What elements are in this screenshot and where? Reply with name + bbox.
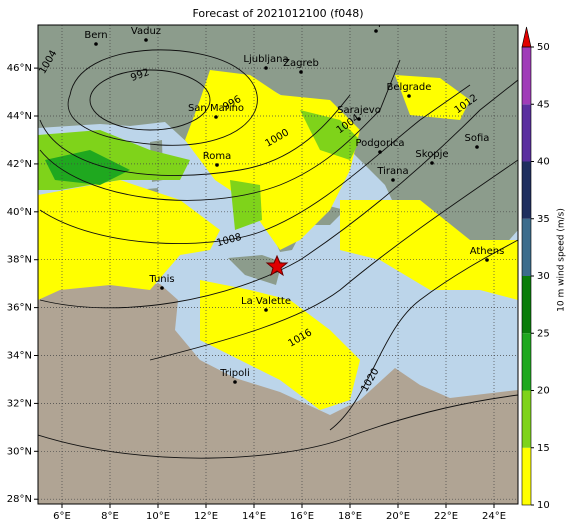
city-label: La Valette xyxy=(241,296,291,307)
grid xyxy=(38,25,518,504)
colorbar-tick-label: 30 xyxy=(537,271,550,282)
star-marker xyxy=(265,254,289,277)
colorbar-segment xyxy=(522,447,531,505)
city-dot xyxy=(475,145,479,149)
city-dot xyxy=(160,286,164,290)
city-dot xyxy=(214,115,218,119)
city-dot xyxy=(357,117,361,121)
city-dot xyxy=(264,66,268,70)
isobars xyxy=(38,49,518,459)
city-dot xyxy=(374,29,378,33)
city-dot xyxy=(144,38,148,42)
colorbar-segment xyxy=(522,161,531,219)
x-tick-label: 24°E xyxy=(482,511,506,522)
colorbar-segment xyxy=(522,218,531,276)
city-label: Podgorica xyxy=(355,138,404,149)
y-tick-label: 28°N xyxy=(7,494,32,505)
colorbar-tick-label: 10 xyxy=(537,500,550,511)
wind-20-25 xyxy=(45,150,130,185)
city-label: Bern xyxy=(84,30,107,41)
city-dot xyxy=(485,258,489,262)
city-label: Sarajevo xyxy=(337,105,381,116)
x-tick-label: 20°E xyxy=(386,511,410,522)
city-dot xyxy=(299,70,303,74)
x-tick-label: 18°E xyxy=(338,511,362,522)
city-dot xyxy=(407,94,411,98)
colorbar-label: 10 m wind speed (m/s) xyxy=(557,208,567,312)
x-tick-label: 10°E xyxy=(146,511,170,522)
city-label: Tunis xyxy=(148,274,174,285)
colorbar-tick-label: 25 xyxy=(537,328,550,339)
city-dot xyxy=(264,308,268,312)
colorbar-tick-label: 45 xyxy=(537,99,550,110)
city-label: San Marino xyxy=(188,103,244,114)
city-label: Skopje xyxy=(415,149,448,160)
city-dot xyxy=(391,178,395,182)
colorbar-segment xyxy=(522,104,531,162)
city-label: Athens xyxy=(470,246,505,257)
city-label: Tirana xyxy=(376,166,408,177)
colorbar-segment xyxy=(522,333,531,391)
y-tick-label: 34°N xyxy=(7,351,32,362)
x-tick-label: 12°E xyxy=(194,511,218,522)
city-label: Vaduz xyxy=(131,26,161,37)
city-label: Budapest xyxy=(352,17,399,28)
colorbar-tick-label: 40 xyxy=(537,157,550,168)
colorbar-segment xyxy=(522,47,531,105)
city-dot xyxy=(378,150,382,154)
colorbar-tick-label: 20 xyxy=(537,386,550,397)
title: Forecast of 2021012100 (f048) xyxy=(192,7,363,20)
x-tick-label: 8°E xyxy=(101,511,119,522)
y-tick-label: 44°N xyxy=(7,111,32,122)
colorbar-extension xyxy=(521,26,532,48)
x-tick-label: 16°E xyxy=(290,511,314,522)
map-frame xyxy=(37,24,519,505)
y-tick-label: 46°N xyxy=(7,63,32,74)
city-label: Roma xyxy=(203,151,232,162)
colorbar-segment xyxy=(522,276,531,334)
city-label: Zagreb xyxy=(283,58,319,69)
city-label: Sofia xyxy=(465,133,490,144)
y-tick-label: 30°N xyxy=(7,446,32,457)
colorbar: 10 15 20 25 30 35 40 45 50 xyxy=(521,26,550,511)
colorbar-tick-label: 50 xyxy=(537,42,550,53)
city-dot xyxy=(94,42,98,46)
axes: 6°E 8°E 10°E 12°E 14°E 16°E 18°E 20°E 22°E 24°E 28… xyxy=(7,63,506,522)
city-label: Ljubljana xyxy=(243,54,288,65)
x-tick-label: 14°E xyxy=(242,511,266,522)
y-tick-label: 38°N xyxy=(7,255,32,266)
colorbar-tick-label: 35 xyxy=(537,214,550,225)
city-label: Tripoli xyxy=(219,368,250,379)
city-dot xyxy=(215,163,219,167)
city-dot xyxy=(233,380,237,384)
y-tick-label: 32°N xyxy=(7,398,32,409)
y-tick-label: 36°N xyxy=(7,303,32,314)
y-tick-label: 40°N xyxy=(7,207,32,218)
city-label: Belgrade xyxy=(387,82,432,93)
x-tick-label: 6°E xyxy=(53,511,71,522)
colorbar-tick-label: 15 xyxy=(537,443,550,454)
city-dot xyxy=(430,161,434,165)
y-tick-label: 42°N xyxy=(7,159,32,170)
x-tick-label: 22°E xyxy=(434,511,458,522)
colorbar-segment xyxy=(522,390,531,448)
